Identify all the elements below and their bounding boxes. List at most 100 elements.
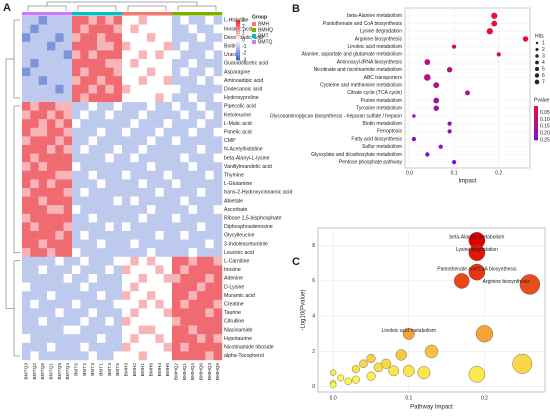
heat-cell — [130, 41, 139, 51]
heat-cell — [122, 213, 131, 223]
colorbar — [534, 136, 538, 139]
heat-cell — [138, 213, 148, 223]
heat-cell — [138, 84, 148, 94]
heat-cell — [172, 256, 181, 266]
heat-cell — [205, 67, 214, 77]
colorbar — [534, 128, 538, 131]
heat-cell — [55, 222, 64, 232]
heat-cell — [172, 84, 181, 94]
dot — [433, 82, 440, 89]
bubble-label: Lysine degradation — [456, 247, 498, 253]
heat-cell — [80, 342, 89, 352]
heat-cell — [97, 93, 106, 103]
heat-cell — [113, 265, 123, 275]
heat-cell — [147, 248, 156, 257]
heat-cell — [130, 308, 139, 318]
heat-cell — [197, 222, 206, 232]
heat-cell — [197, 351, 206, 361]
heat-cell — [22, 282, 31, 292]
group-bar — [147, 12, 156, 16]
heat-cell — [105, 24, 114, 34]
heat-cell — [205, 136, 214, 146]
heat-cell — [213, 67, 223, 77]
heat-cell — [47, 274, 56, 283]
heat-cell — [163, 145, 173, 154]
heat-cell — [205, 102, 214, 111]
legend-dot — [535, 47, 539, 52]
heat-cell — [147, 196, 156, 206]
heat-cell — [105, 145, 114, 154]
heat-cell — [197, 231, 206, 240]
heat-cell — [38, 291, 48, 300]
heat-cell — [197, 282, 206, 292]
dot — [522, 36, 529, 42]
heat-cell — [55, 84, 64, 94]
heat-cell — [180, 274, 189, 283]
colorbar — [236, 32, 240, 35]
heat-cell — [155, 205, 164, 214]
heat-cell — [138, 153, 148, 163]
heat-cell — [155, 127, 164, 137]
heat-cell — [197, 119, 206, 128]
heat-cell — [113, 282, 123, 292]
heat-cell — [72, 110, 81, 120]
legend-label: BMH — [258, 21, 270, 27]
heat-cell — [188, 136, 198, 146]
heat-cell — [213, 170, 223, 180]
heat-cell — [205, 265, 214, 275]
colorbar-label: -1 — [242, 44, 247, 50]
heat-cell — [63, 50, 73, 60]
heat-cell — [138, 231, 148, 240]
heat-cell — [188, 205, 198, 214]
heat-cell — [197, 256, 206, 266]
heat-cell — [155, 24, 164, 34]
heat-cell — [205, 153, 214, 163]
heat-cell — [130, 170, 139, 180]
dot — [447, 129, 452, 134]
heat-cell — [155, 93, 164, 103]
heat-cell — [22, 265, 31, 275]
heat-cell — [55, 213, 64, 223]
heat-cell — [122, 342, 131, 352]
heat-cell — [72, 24, 81, 34]
heat-cell — [38, 119, 48, 128]
heat-cell — [197, 145, 206, 154]
heat-cell — [147, 334, 156, 343]
heat-cell — [22, 136, 31, 146]
dot — [451, 160, 457, 165]
heat-cell — [172, 205, 181, 214]
legend-dot — [534, 66, 540, 72]
heat-cell — [47, 153, 56, 163]
heat-cell — [63, 248, 73, 257]
heat-cell — [163, 119, 173, 128]
heat-cell — [113, 84, 123, 94]
column-label: BMT6 — [73, 363, 79, 376]
heat-cell — [155, 16, 164, 25]
heat-cell — [63, 299, 73, 309]
heat-cell — [88, 205, 98, 214]
heat-cell — [72, 308, 81, 318]
heat-cell — [180, 188, 189, 197]
heat-cell — [213, 231, 223, 240]
heat-cell — [147, 110, 156, 120]
colorbar — [534, 108, 538, 111]
heat-cell — [122, 239, 131, 249]
legend-swatch — [252, 22, 256, 26]
legend-label: 1 — [542, 40, 545, 46]
heat-cell — [138, 76, 148, 85]
heat-cell — [30, 102, 39, 111]
heat-cell — [63, 110, 73, 120]
heat-cell — [72, 76, 81, 85]
column-label: BMH2 — [132, 363, 138, 377]
heat-cell — [22, 274, 31, 283]
heat-cell — [47, 110, 56, 120]
heat-cell — [197, 127, 206, 137]
heat-cell — [163, 16, 173, 25]
heat-cell — [213, 196, 223, 206]
heat-cell — [122, 50, 131, 60]
heat-cell — [188, 325, 198, 335]
heat-cell — [155, 291, 164, 300]
group-bar — [63, 12, 73, 16]
heat-cell — [197, 93, 206, 103]
heat-cell — [72, 231, 81, 240]
